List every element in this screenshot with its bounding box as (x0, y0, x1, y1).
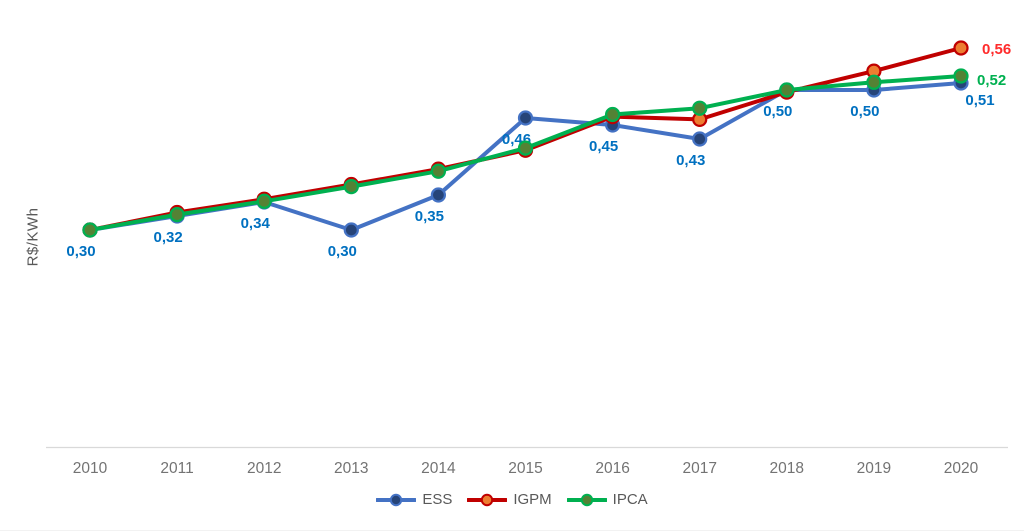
x-tick-label: 2020 (944, 460, 979, 477)
legend-item-ipca: IPCA (566, 491, 648, 508)
legend-label: IPCA (612, 491, 648, 508)
series-ess-data-label: 0,45 (589, 138, 618, 155)
series-ess-data-label: 0,32 (153, 229, 182, 246)
series-ipca-marker (692, 100, 708, 116)
x-tick-label: 2019 (857, 460, 891, 477)
x-tick-label: 2012 (247, 460, 281, 477)
x-tick-label: 2016 (595, 460, 629, 477)
series-igpm-data-label: 0,56 (982, 41, 1011, 58)
series-ess-data-label: 0,50 (850, 103, 879, 120)
x-tick-label: 2015 (508, 460, 542, 477)
series-ipca-marker (343, 178, 359, 195)
series-ess-marker (430, 187, 447, 203)
x-tick-label: 2017 (682, 460, 716, 477)
series-ess-data-label: 0,50 (763, 103, 792, 120)
x-tick-label: 2013 (334, 460, 368, 477)
series-ipca-marker (779, 82, 795, 98)
x-tick-label: 2018 (770, 460, 804, 477)
series-ipca-marker (604, 106, 621, 123)
legend-item-ess: ESS (376, 491, 452, 508)
legend-item-igpm: IGPM (467, 491, 552, 508)
series-ess-data-label: 0,51 (965, 92, 994, 109)
series-ess-data-label: 0,43 (676, 152, 705, 169)
series-igpm-marker (953, 40, 969, 56)
legend-marker-ess-icon (376, 493, 417, 506)
series-ess-marker (517, 110, 534, 126)
legend-marker-ipca-icon (566, 493, 607, 506)
x-tick-label: 2014 (421, 460, 456, 477)
series-ess-marker (692, 131, 708, 147)
legend-label: IGPM (513, 491, 552, 508)
legend-label: ESS (422, 491, 453, 508)
x-tick-label: 2011 (160, 460, 193, 477)
series-ipca-data-label: 0,52 (977, 72, 1006, 89)
legend-marker-igpm-icon (467, 493, 508, 506)
series-ess-data-label: 0,30 (328, 243, 357, 260)
series-ipca-marker (953, 68, 969, 84)
chart-legend: ESS IGPM IPCA (0, 491, 1024, 508)
series-ipca-marker (517, 140, 534, 156)
series-ess-data-label: 0,34 (241, 215, 271, 232)
series-ess-data-label: 0,30 (66, 243, 95, 260)
series-ipca-marker (430, 163, 447, 179)
series-ipca-marker (256, 193, 272, 209)
series-ess-marker (343, 222, 359, 238)
series-ess-data-label: 0,35 (415, 208, 444, 225)
series-ipca-marker (169, 206, 185, 223)
series-ipca-marker (866, 74, 882, 90)
series-ipca-marker (82, 222, 98, 238)
x-tick-label: 2010 (73, 460, 108, 477)
